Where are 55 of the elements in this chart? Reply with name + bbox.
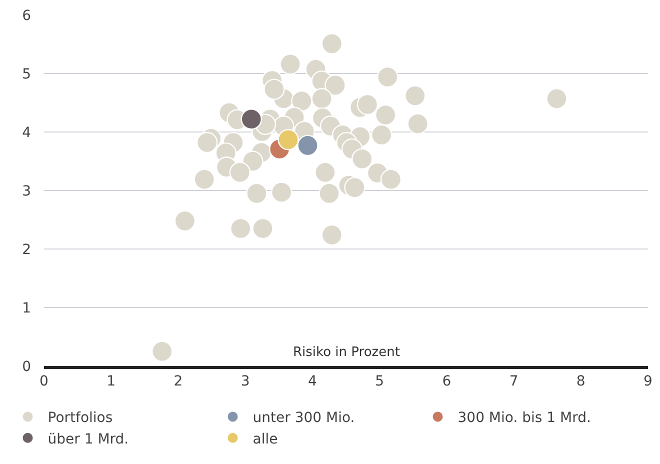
point <box>230 218 252 240</box>
point <box>311 88 332 110</box>
legend-label: unter 300 Mio. <box>252 410 355 426</box>
point <box>242 150 264 172</box>
y-tick-label: 6 <box>22 8 32 24</box>
x-tick-label: 2 <box>174 374 183 390</box>
point <box>404 85 426 106</box>
y-tick-label: 2 <box>22 242 31 258</box>
point <box>291 90 312 112</box>
x-tick-label: 5 <box>375 374 384 390</box>
x-tick-label: 8 <box>576 374 586 390</box>
x-axis-title: Risiko in Prozent <box>293 345 400 360</box>
point <box>252 218 274 240</box>
y-tick-label: 3 <box>22 183 31 200</box>
point <box>174 210 196 232</box>
point <box>370 124 392 146</box>
point <box>318 182 340 204</box>
x-tick-label: 6 <box>442 374 452 390</box>
point <box>246 182 268 204</box>
legend-label: 300 Mio. bis 1 Mrd. <box>458 410 591 426</box>
x-tick-label: 1 <box>106 374 116 390</box>
y-tick-label: 1 <box>22 300 31 316</box>
point <box>314 162 336 183</box>
point <box>324 74 346 96</box>
x-tick-label: 3 <box>240 374 250 390</box>
point <box>280 54 301 75</box>
x-tick-label: 7 <box>509 374 518 390</box>
point <box>264 78 285 100</box>
point <box>270 182 292 203</box>
y-tick-label: 0 <box>22 358 31 375</box>
x-tick-label: 0 <box>40 374 48 390</box>
point <box>278 129 299 150</box>
point <box>352 148 373 170</box>
point <box>321 224 343 246</box>
point <box>380 168 402 190</box>
point <box>297 134 318 156</box>
point <box>407 113 428 134</box>
point <box>321 33 343 54</box>
point <box>229 162 251 183</box>
y-tick-label: 4 <box>22 124 32 141</box>
legend-label: über 1 Mrd. <box>48 431 129 448</box>
legend-label: Portfolios <box>48 410 113 426</box>
point <box>356 94 378 116</box>
point <box>375 104 396 126</box>
point <box>194 168 215 190</box>
x-tick-label: 4 <box>308 374 317 390</box>
point <box>152 340 173 362</box>
point <box>546 88 568 110</box>
x-tick-label: 9 <box>644 374 652 390</box>
y-tick-label: 5 <box>22 66 31 82</box>
point <box>344 176 366 198</box>
legend-label: alle <box>252 431 278 448</box>
point <box>377 66 398 88</box>
point <box>240 108 262 130</box>
point <box>196 132 218 154</box>
